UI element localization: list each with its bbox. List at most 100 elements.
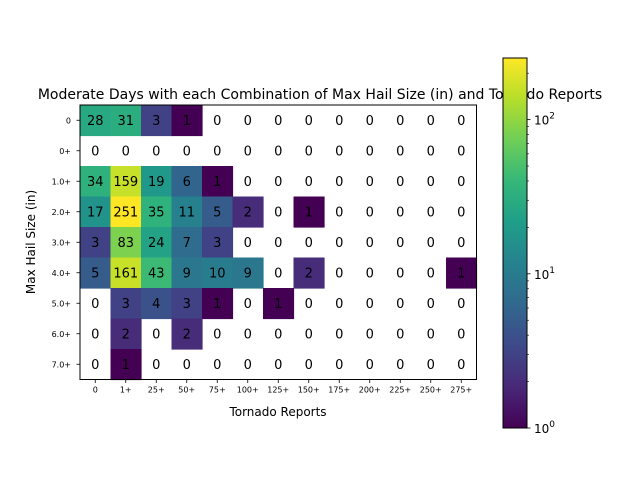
cell-value-label: 0: [91, 297, 99, 312]
heatmap-cell: [80, 166, 112, 198]
cell-value-label: 0: [457, 205, 465, 220]
cell-value-label: 0: [366, 236, 374, 251]
cell-value-label: 0: [396, 236, 404, 251]
y-tick-label: 5.0+: [52, 299, 71, 308]
cell-value-label: 0: [122, 144, 130, 159]
cell-value-label: 19: [148, 175, 165, 190]
cell-value-label: 0: [305, 175, 313, 190]
cell-value-label: 7: [183, 236, 191, 251]
x-tick-label: 175+: [328, 386, 350, 395]
cell-value-label: 0: [457, 358, 465, 373]
y-axis-label: Max Hail Size (in): [24, 190, 38, 294]
cell-value-label: 0: [366, 327, 374, 342]
cell-value-label: 0: [213, 114, 221, 129]
heatmap-cell: [110, 257, 142, 289]
cell-value-label: 3: [213, 236, 221, 251]
y-tick-label: 0+: [59, 147, 71, 156]
colorbar-gradient: [503, 58, 527, 428]
cell-value-label: 0: [366, 114, 374, 129]
cell-value-label: 28: [87, 114, 104, 129]
heatmap-cell: [202, 196, 234, 228]
cell-value-label: 31: [117, 114, 134, 129]
cell-value-label: 159: [113, 175, 138, 190]
cell-value-label: 0: [305, 144, 313, 159]
x-tick-label: 275+: [450, 386, 472, 395]
heatmap-cell: [110, 196, 142, 228]
cell-value-label: 1: [457, 266, 465, 281]
cell-value-label: 0: [274, 205, 282, 220]
heatmap-cell: [171, 166, 203, 198]
cell-value-label: 1: [305, 205, 313, 220]
cell-value-label: 0: [305, 236, 313, 251]
heatmap-cell: [171, 105, 203, 137]
cell-value-label: 0: [427, 205, 435, 220]
cell-value-label: 0: [396, 144, 404, 159]
cell-value-label: 251: [113, 205, 138, 220]
cell-value-label: 0: [396, 297, 404, 312]
cell-value-label: 0: [213, 144, 221, 159]
cell-value-label: 0: [335, 175, 343, 190]
heatmap-cell: [202, 288, 234, 320]
heatmap-cell: [110, 227, 142, 259]
cell-value-label: 1: [274, 297, 282, 312]
heatmap-cell: [171, 257, 203, 289]
cell-value-label: 0: [457, 114, 465, 129]
cell-value-label: 0: [152, 358, 160, 373]
colorbar-tick-label: 102: [534, 112, 555, 128]
cell-value-label: 35: [148, 205, 165, 220]
y-tick-label: 4.0+: [52, 269, 71, 278]
cell-value-label: 0: [366, 175, 374, 190]
cell-value-label: 0: [366, 358, 374, 373]
colorbar-tick-label: 101: [534, 266, 555, 282]
cell-value-label: 1: [122, 358, 130, 373]
colorbar-frame: [502, 57, 528, 429]
cell-value-label: 0: [366, 297, 374, 312]
cell-value-label: 1: [183, 114, 191, 129]
heatmap-cells: [80, 105, 478, 381]
cell-value-label: 0: [244, 144, 252, 159]
cell-value-label: 0: [244, 327, 252, 342]
cell-value-label: 34: [87, 175, 104, 190]
cell-value-label: 0: [457, 144, 465, 159]
x-tick-label: 0: [93, 386, 98, 395]
cell-value-label: 0: [457, 175, 465, 190]
cell-value-label: 0: [152, 144, 160, 159]
cell-value-label: 0: [305, 297, 313, 312]
heatmap-cell: [141, 196, 173, 228]
cell-value-label: 0: [335, 266, 343, 281]
cell-value-label: 0: [274, 175, 282, 190]
cell-value-label: 0: [335, 236, 343, 251]
cell-value-label: 0: [91, 327, 99, 342]
y-tick-label: 6.0+: [52, 330, 71, 339]
heatmap-cell: [171, 227, 203, 259]
heatmap-cell: [141, 288, 173, 320]
colorbar-tick-label: 100: [534, 420, 555, 436]
cell-value-label: 0: [457, 236, 465, 251]
cell-value-label: 0: [183, 358, 191, 373]
cell-value-label: 3: [122, 297, 130, 312]
heatmap-cell: [80, 196, 112, 228]
heatmap-cell: [141, 166, 173, 198]
cell-value-label: 83: [117, 236, 134, 251]
heatmap-cell: [202, 257, 234, 289]
cell-value-label: 10: [209, 266, 226, 281]
y-tick-label: 7.0+: [52, 360, 71, 369]
x-axis-label: Tornado Reports: [228, 405, 326, 419]
cell-value-label: 0: [366, 144, 374, 159]
x-tick-label: 100+: [237, 386, 259, 395]
cell-value-label: 5: [213, 205, 221, 220]
x-tick-label: 25+: [148, 386, 165, 395]
cell-value-label: 3: [183, 297, 191, 312]
cell-value-label: 11: [178, 205, 195, 220]
y-tick-label: 3.0+: [52, 238, 71, 247]
cell-value-label: 0: [396, 266, 404, 281]
cell-value-label: 24: [148, 236, 165, 251]
cell-value-label: 9: [183, 266, 191, 281]
cell-value-label: 0: [274, 144, 282, 159]
cell-value-label: 0: [274, 358, 282, 373]
cell-value-label: 161: [113, 266, 138, 281]
cell-value-label: 0: [335, 297, 343, 312]
heatmap-cell: [232, 257, 264, 289]
cell-value-label: 0: [305, 114, 313, 129]
heatmap-cell: [446, 257, 478, 289]
